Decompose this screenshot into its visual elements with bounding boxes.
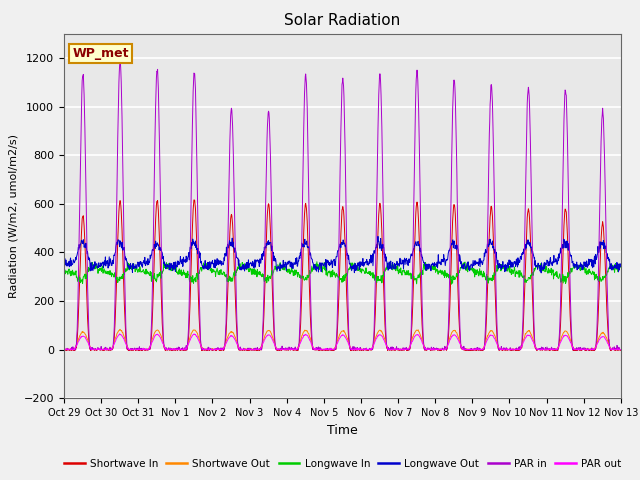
Longwave Out <box>374 233 382 239</box>
Line: PAR in: PAR in <box>64 61 620 350</box>
PAR in <box>60 345 68 350</box>
PAR out <box>171 346 179 351</box>
Legend: Shortwave In, Shortwave Out, Longwave In, Longwave Out, PAR in, PAR out: Shortwave In, Shortwave Out, Longwave In… <box>60 455 625 473</box>
Longwave In <box>60 263 68 269</box>
PAR out <box>246 347 254 352</box>
Shortwave In <box>60 346 68 351</box>
Shortwave Out <box>116 326 124 332</box>
Shortwave In <box>63 348 70 353</box>
PAR out <box>551 347 559 352</box>
PAR in <box>61 347 68 353</box>
Line: Shortwave In: Shortwave In <box>64 200 620 350</box>
Shortwave Out <box>247 347 255 352</box>
PAR in <box>502 347 510 353</box>
PAR in <box>171 347 179 353</box>
PAR in <box>247 346 255 351</box>
Shortwave Out <box>171 347 179 352</box>
Longwave Out <box>502 266 509 272</box>
Shortwave In <box>171 347 179 352</box>
Longwave Out <box>184 254 191 260</box>
Longwave In <box>429 264 436 269</box>
PAR in <box>185 325 193 331</box>
Shortwave Out <box>184 339 192 345</box>
Shortwave In <box>429 347 437 353</box>
Shortwave Out <box>502 346 510 352</box>
Longwave Out <box>616 264 624 270</box>
Line: Longwave Out: Longwave Out <box>64 236 620 273</box>
Shortwave Out <box>551 347 559 352</box>
Shortwave Out <box>60 347 68 353</box>
Shortwave In <box>502 348 510 353</box>
Longwave Out <box>429 261 436 267</box>
Longwave Out <box>60 261 68 266</box>
PAR out <box>429 346 437 351</box>
Longwave In <box>616 264 624 269</box>
Longwave In <box>313 259 321 264</box>
X-axis label: Time: Time <box>327 424 358 437</box>
PAR out <box>252 347 259 353</box>
PAR out <box>502 346 510 352</box>
Shortwave Out <box>429 346 437 352</box>
Longwave In <box>551 271 559 276</box>
Line: PAR out: PAR out <box>64 334 620 350</box>
Y-axis label: Radiation (W/m2, umol/m2/s): Radiation (W/m2, umol/m2/s) <box>8 134 18 298</box>
Longwave In <box>447 281 455 287</box>
Longwave In <box>170 262 178 267</box>
PAR in <box>616 347 624 353</box>
PAR out <box>116 331 124 336</box>
Text: WP_met: WP_met <box>72 48 129 60</box>
Shortwave In <box>551 348 559 353</box>
Longwave Out <box>551 259 559 265</box>
Longwave In <box>502 265 510 271</box>
Title: Solar Radiation: Solar Radiation <box>284 13 401 28</box>
Shortwave In <box>190 197 198 203</box>
PAR out <box>60 347 68 352</box>
PAR out <box>616 347 624 352</box>
Shortwave Out <box>616 347 624 352</box>
PAR in <box>429 347 437 353</box>
Line: Longwave In: Longwave In <box>64 262 620 284</box>
PAR out <box>184 342 192 348</box>
Longwave In <box>184 268 191 274</box>
Shortwave In <box>184 339 192 345</box>
Longwave Out <box>170 259 178 265</box>
Longwave Out <box>246 260 254 266</box>
Shortwave In <box>247 346 255 352</box>
Shortwave In <box>616 348 624 353</box>
Longwave Out <box>538 270 545 276</box>
PAR in <box>551 347 559 353</box>
Line: Shortwave Out: Shortwave Out <box>64 329 620 350</box>
PAR in <box>116 58 124 64</box>
Shortwave Out <box>238 347 246 353</box>
Longwave In <box>246 265 254 271</box>
